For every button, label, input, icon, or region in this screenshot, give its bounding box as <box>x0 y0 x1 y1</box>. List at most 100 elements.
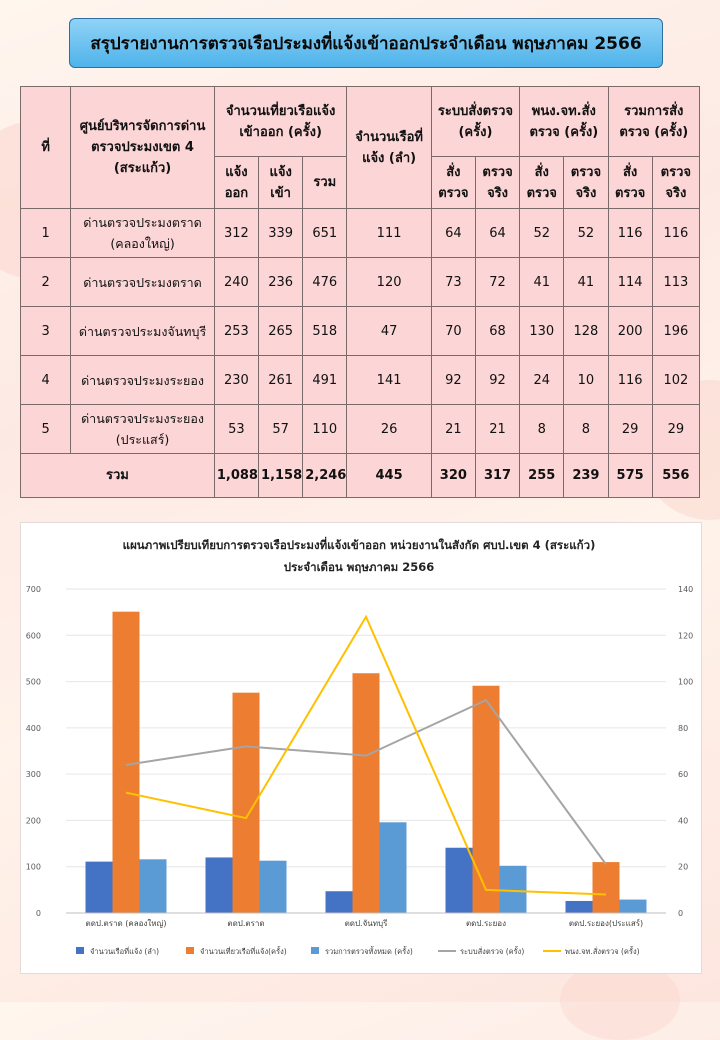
row-all_i: 102 <box>651 355 701 405</box>
header-system-ordered: สั่งตรวจ <box>430 156 476 209</box>
row-all_o: 116 <box>607 208 653 258</box>
total-off-ordered: 255 <box>519 453 565 498</box>
header-no: ที่ <box>19 86 72 209</box>
row-in: 236 <box>258 257 304 307</box>
row-off_o: 52 <box>519 208 565 258</box>
row-no: 5 <box>19 404 72 454</box>
row-vessels: 111 <box>346 208 432 258</box>
row-center-name: ด่านตรวจประมงตราด (คลองใหญ่) <box>70 208 215 258</box>
line-series-3 <box>125 698 607 865</box>
row-all_o: 29 <box>607 404 653 454</box>
header-trips-total: รวม <box>302 156 348 209</box>
header-all-ordered: สั่งตรวจ <box>607 156 653 209</box>
row-center-name: ด่านตรวจประมงตราด <box>70 257 215 307</box>
legend-swatch <box>186 947 194 954</box>
right-axis-tick: 120 <box>678 631 693 640</box>
header-vessels: จำนวนเรือที่แจ้ง (ลำ) <box>346 86 432 209</box>
row-off_o: 130 <box>519 306 565 356</box>
row-all_o: 114 <box>607 257 653 307</box>
row-vessels: 47 <box>346 306 432 356</box>
chart-svg: แผนภาพเปรียบเทียบการตรวจเรือประมงที่แจ้ง… <box>26 536 694 956</box>
right-axis-tick: 140 <box>678 585 693 594</box>
row-out: 253 <box>213 306 260 356</box>
row-off_o: 24 <box>519 355 565 405</box>
row-out: 53 <box>213 404 260 454</box>
row-off_i: 10 <box>563 355 609 405</box>
row-sys_o: 64 <box>430 208 476 258</box>
row-sys_o: 73 <box>430 257 476 307</box>
right-axis-tick: 60 <box>678 770 688 779</box>
row-sys_i: 21 <box>474 404 521 454</box>
total-vessels: 445 <box>346 453 432 498</box>
row-no: 4 <box>19 355 72 405</box>
header-all-orders: รวมการสั่งตรวจ (ครั้ง) <box>607 86 701 157</box>
legend-label: ระบบสั่งตรวจ (ครั้ง) <box>460 946 524 956</box>
row-total: 518 <box>302 306 348 356</box>
total-sys-inspected: 317 <box>474 453 521 498</box>
right-axis-tick: 80 <box>678 724 688 733</box>
row-no: 3 <box>19 306 72 356</box>
legend-swatch <box>76 947 84 954</box>
table-row: 5 ด่านตรวจประมงระยอง (ประแสร์) 53 57 110 26 21… <box>19 404 701 454</box>
bar-1-2 <box>205 857 233 913</box>
row-out: 230 <box>213 355 260 405</box>
left-axis-tick: 500 <box>26 678 41 687</box>
legend-label: จำนวนเรือที่แจ้ง (ลำ) <box>90 946 159 956</box>
right-axis-tick: 20 <box>678 863 688 872</box>
left-axis-tick: 400 <box>26 724 41 733</box>
bar-3-2 <box>259 860 287 913</box>
header-trips: จำนวนเที่ยวเรือแจ้งเข้าออก (ครั้ง) <box>213 86 348 157</box>
header-officer: พนง.จท.สั่งตรวจ (ครั้ง) <box>519 86 609 157</box>
header-system: ระบบสั่งตรวจ (ครั้ง) <box>430 86 521 157</box>
header-officer-inspected: ตรวจจริง <box>563 156 609 209</box>
left-axis-tick: 200 <box>26 816 41 825</box>
row-off_o: 41 <box>519 257 565 307</box>
row-center-name: ด่านตรวจประมงระยอง <box>70 355 215 405</box>
row-sys_i: 92 <box>474 355 521 405</box>
header-officer-ordered: สั่งตรวจ <box>519 156 565 209</box>
total-all-ordered: 575 <box>607 453 653 498</box>
page-title-banner: สรุปรายงานการตรวจเรือประมงที่แจ้งเข้าออก… <box>69 18 663 68</box>
row-total: 491 <box>302 355 348 405</box>
total-label: รวม <box>20 453 215 498</box>
header-trips-in: แจ้งเข้า <box>258 156 304 209</box>
row-off_o: 8 <box>519 404 565 454</box>
row-all_i: 29 <box>651 404 701 454</box>
row-in: 261 <box>258 355 304 405</box>
comparison-chart: แผนภาพเปรียบเทียบการตรวจเรือประมงที่แจ้ง… <box>20 522 702 974</box>
row-off_i: 8 <box>563 404 609 454</box>
row-off_i: 41 <box>563 257 609 307</box>
left-axis-tick: 300 <box>26 770 41 779</box>
row-all_o: 200 <box>607 306 653 356</box>
legend-label: รวมการตรวจทั้งหมด (ครั้ง) <box>325 946 413 956</box>
row-in: 339 <box>258 208 304 258</box>
row-no: 2 <box>19 257 72 307</box>
row-sys_i: 64 <box>474 208 521 258</box>
left-axis-tick: 100 <box>26 863 41 872</box>
row-off_i: 128 <box>563 306 609 356</box>
left-axis-tick: 600 <box>26 631 41 640</box>
row-sys_o: 70 <box>430 306 476 356</box>
bar-2-5 <box>592 862 620 913</box>
total-row: รวม 1,088 1,158 2,246 445 320 317 255 23… <box>20 453 701 498</box>
bar-1-1 <box>85 861 113 913</box>
page-title: สรุปรายงานการตรวจเรือประมงที่แจ้งเข้าออก… <box>90 33 642 54</box>
total-all-inspected: 556 <box>651 453 701 498</box>
left-axis-tick: 700 <box>26 585 41 594</box>
total-sys-ordered: 320 <box>430 453 476 498</box>
row-sys_o: 92 <box>430 355 476 405</box>
row-out: 240 <box>213 257 260 307</box>
category-label: ตดป.ตราด <box>227 919 264 928</box>
legend-label: พนง.จท.สั่งตรวจ (ครั้ง) <box>565 946 640 956</box>
row-vessels: 141 <box>346 355 432 405</box>
row-in: 265 <box>258 306 304 356</box>
bar-2-3 <box>352 673 380 913</box>
row-all_i: 196 <box>651 306 701 356</box>
category-label: ตดป.จันทบุรี <box>345 919 389 928</box>
report-table: ที่ ศูนย์บริหารจัดการด่านตรวจประมงเขต 4 … <box>19 86 701 498</box>
table-row: 4 ด่านตรวจประมงระยอง 230 261 491 141 92 92 24 10 1… <box>19 355 701 405</box>
row-vessels: 26 <box>346 404 432 454</box>
row-center-name: ด่านตรวจประมงระยอง (ประแสร์) <box>70 404 215 454</box>
row-all_i: 116 <box>651 208 701 258</box>
right-axis-tick: 40 <box>678 816 688 825</box>
